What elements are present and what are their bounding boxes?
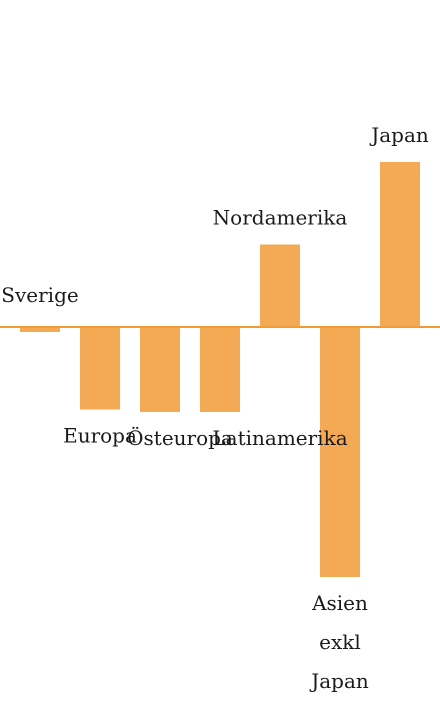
label-nordamerika: Nordamerika <box>213 206 348 230</box>
label-latinamerika: Latinamerika <box>212 426 347 450</box>
bar-europa <box>80 327 120 410</box>
bars-group <box>20 162 420 577</box>
label-asien-exkl-japan-line-3: Japan <box>309 669 369 693</box>
label-europa: Europa <box>63 424 137 448</box>
bar-nordamerika <box>260 244 300 327</box>
label-japan: Japan <box>369 123 429 147</box>
bar-latinamerika <box>200 327 240 412</box>
label-osteuropa: Östeuropa <box>127 425 233 450</box>
label-asien-exkl-japan-line-2: exkl <box>319 630 361 654</box>
label-sverige: Sverige <box>1 283 78 307</box>
label-asien-exkl-japan-line-1: Asien <box>311 591 368 615</box>
bar-japan <box>380 162 420 327</box>
bar-sverige <box>20 327 60 332</box>
bar-asien-exkl-japan <box>320 327 360 577</box>
bar-osteuropa <box>140 327 180 412</box>
